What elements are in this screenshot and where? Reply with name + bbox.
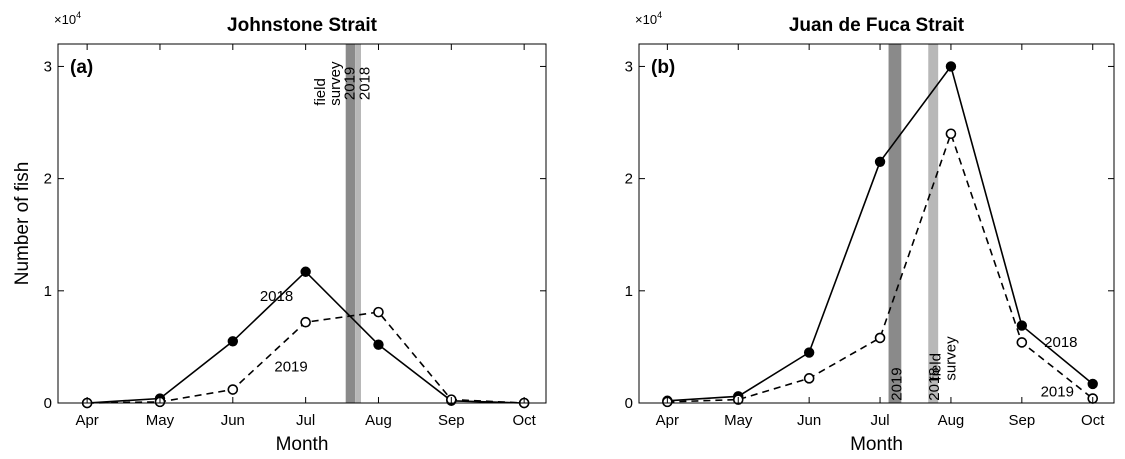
x-axis-title: Month — [276, 434, 329, 455]
band-label-1: 2018 — [926, 367, 943, 400]
x-axis-title: Month — [850, 434, 903, 455]
series-label-2018: 2018 — [1044, 334, 1077, 351]
data-point-2019-jun — [227, 384, 239, 395]
data-point-2019-aug — [373, 306, 384, 318]
data-point-2019-sep — [1016, 337, 1028, 348]
series-label-2019: 2019 — [274, 359, 307, 376]
data-point-2019-jul — [300, 316, 311, 328]
band-label-2: 2018 — [357, 67, 374, 100]
axes-frame — [57, 43, 547, 404]
data-point-2018-jun — [227, 336, 239, 347]
x-tick-label-jul: Jul — [870, 412, 889, 429]
x-tick-label-sep: Sep — [1008, 412, 1035, 429]
y-tick-label-1: 1 — [625, 283, 633, 300]
y-tick-label-3: 3 — [44, 58, 52, 75]
y-multiplier: ×104 — [54, 10, 81, 27]
band-label-1: 2019 — [341, 67, 358, 100]
band-label-line: 2019 — [888, 367, 905, 400]
band-label-line: 2018 — [357, 67, 374, 100]
y-multiplier-exponent: 4 — [657, 10, 662, 20]
y-tick-label-0: 0 — [44, 395, 52, 412]
chart-title: Johnstone Strait — [227, 15, 378, 36]
data-point-2019-jul — [874, 332, 886, 344]
x-tick-label-may: May — [724, 412, 753, 429]
data-point-2019-jun — [803, 373, 815, 384]
data-point-2018-aug — [945, 61, 957, 72]
y-tick-label-3: 3 — [625, 58, 633, 75]
band-label-line: 2018 — [926, 367, 943, 400]
x-tick-label-aug: Aug — [938, 412, 965, 429]
y-multiplier-base: ×10 — [635, 12, 657, 27]
panel-label: (a) — [70, 57, 93, 78]
x-tick-label-oct: Oct — [1081, 412, 1105, 429]
panel-johnstone-strait: Apr May Jun Jul Aug Sep Oct 0 1 2 3 ×104 Johnstone S… — [12, 10, 547, 455]
series-label-2019: 2019 — [1041, 383, 1074, 400]
band-label-0: 2019 — [888, 367, 905, 400]
x-tick-label-jul: Jul — [296, 412, 315, 429]
x-tick-label-apr: Apr — [656, 412, 679, 429]
y-tick-label-1: 1 — [44, 283, 52, 300]
chart-title: Juan de Fuca Strait — [789, 15, 965, 36]
panel-juan-de-fuca-strait: Apr May Jun Jul Aug Sep Oct 0 1 2 3 ×104 Juan de Fuc… — [625, 10, 1115, 455]
x-tick-label-may: May — [146, 412, 175, 429]
survey-band-1 — [928, 44, 939, 403]
data-point-2018-aug — [373, 339, 384, 350]
data-point-2018-jul — [874, 156, 886, 167]
band-label-line: survey — [327, 61, 344, 106]
x-tick-label-sep: Sep — [438, 412, 465, 429]
x-tick-label-oct: Oct — [512, 412, 536, 429]
axes-frame — [638, 43, 1115, 404]
series-line-2018 — [87, 270, 525, 404]
data-point-2018-jun — [803, 347, 815, 358]
y-tick-label-2: 2 — [44, 171, 52, 188]
y-multiplier: ×104 — [635, 10, 662, 27]
data-point-2018-jul — [300, 266, 311, 277]
survey-band-1 — [355, 44, 361, 403]
data-point-2018-oct — [1087, 378, 1098, 390]
band-label-line: field — [312, 78, 329, 106]
y-tick-label-2: 2 — [625, 171, 633, 188]
band-label-line: survey — [942, 336, 959, 381]
band-label-line: 2019 — [341, 67, 358, 100]
series-label-2018: 2018 — [260, 288, 293, 305]
band-label-0: fieldsurvey — [312, 61, 344, 106]
x-tick-label-jun: Jun — [221, 412, 245, 429]
data-point-2019-aug — [945, 128, 957, 140]
x-tick-label-apr: Apr — [75, 412, 98, 429]
survey-band-0 — [888, 44, 902, 403]
series-line-2018 — [667, 64, 1094, 402]
panel-label: (b) — [651, 57, 675, 78]
survey-band-0 — [345, 44, 356, 403]
series-line-2019 — [667, 131, 1094, 403]
y-tick-label-0: 0 — [625, 395, 633, 412]
x-tick-label-jun: Jun — [797, 412, 821, 429]
x-tick-label-aug: Aug — [365, 412, 392, 429]
band-label-line: field — [927, 353, 944, 381]
y-multiplier-base: ×10 — [54, 12, 76, 27]
y-axis-title: Number of fish — [12, 162, 33, 286]
data-point-2018-sep — [1016, 320, 1028, 331]
y-multiplier-exponent: 4 — [76, 10, 81, 20]
band-label-2: fieldsurvey — [927, 336, 959, 381]
